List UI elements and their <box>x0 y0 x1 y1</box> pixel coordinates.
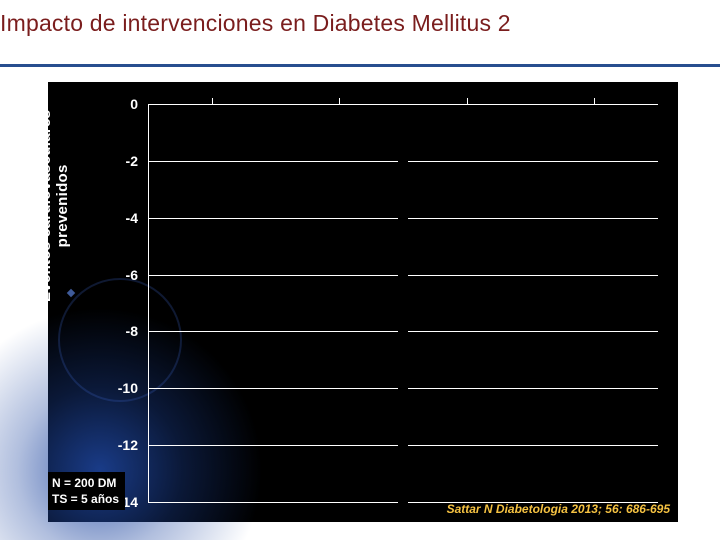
y-tick-label: -12 <box>118 437 148 453</box>
plot-region: 0-2-4-6-8-10-12-14 <box>148 104 658 502</box>
gridline <box>148 388 398 389</box>
y-axis-title-line1: Eventos cardiovasculares <box>37 110 54 302</box>
y-tick-label: -10 <box>118 380 148 396</box>
gridline <box>148 502 398 503</box>
y-tick-label: -8 <box>126 323 148 339</box>
gridline <box>408 161 658 162</box>
y-tick-label: 0 <box>130 96 148 112</box>
y-tick-label: -6 <box>126 267 148 283</box>
gridline <box>408 445 658 446</box>
sample-note: N = 200 DM TS = 5 años <box>48 472 125 510</box>
x-tick <box>594 98 595 104</box>
gridline <box>148 275 398 276</box>
gridline <box>148 218 398 219</box>
x-axis-line <box>148 104 658 105</box>
sample-note-line1: N = 200 DM <box>52 475 119 491</box>
y-axis-title: Eventos cardiovasculares prevenidos <box>37 110 71 302</box>
y-tick-label: -2 <box>126 153 148 169</box>
gridline <box>408 331 658 332</box>
gridline <box>408 275 658 276</box>
slide: Impacto de intervenciones en Diabetes Me… <box>0 0 720 540</box>
y-tick-label: -4 <box>126 210 148 226</box>
sample-note-line2: TS = 5 años <box>52 491 119 507</box>
citation: Sattar N Diabetologia 2013; 56: 686-695 <box>447 502 670 516</box>
gridline <box>148 161 398 162</box>
x-tick <box>467 98 468 104</box>
chart-area: Eventos cardiovasculares prevenidos 0-2-… <box>48 82 678 522</box>
gridline <box>148 445 398 446</box>
y-axis-title-line2: prevenidos <box>54 110 71 302</box>
gridline <box>408 218 658 219</box>
gridline <box>408 388 658 389</box>
x-tick <box>339 98 340 104</box>
gridline <box>148 331 398 332</box>
title-underline <box>0 64 720 67</box>
y-axis-line <box>148 104 149 502</box>
page-title: Impacto de intervenciones en Diabetes Me… <box>0 10 700 37</box>
x-tick <box>212 98 213 104</box>
